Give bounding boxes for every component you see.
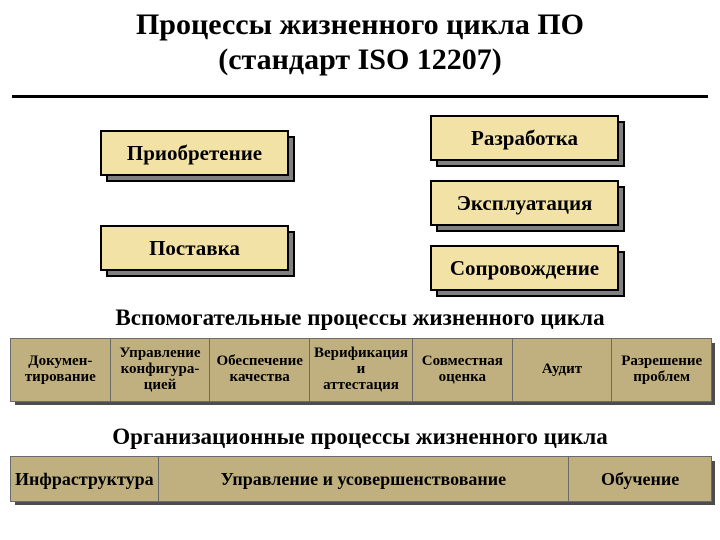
org-panel: ИнфраструктураУправление и усовершенство… — [10, 456, 712, 502]
aux-cell-3: Верификация и аттестация — [310, 339, 413, 401]
process-box-4: Сопровождение — [430, 245, 619, 291]
aux-cell-4: Совместная оценка — [413, 339, 513, 401]
slide-title: Процессы жизненного цикла ПО(стандарт IS… — [0, 8, 720, 77]
aux-panel: Докумен- тированиеУправление конфигура- … — [10, 338, 712, 402]
process-box-0: Приобретение — [100, 130, 289, 176]
aux-cell-2: Обеспечение качества — [210, 339, 310, 401]
process-box-2: Эксплуатация — [430, 180, 619, 226]
title-line1: Процессы жизненного цикла ПО — [0, 8, 720, 43]
org-cell-1: Управление и усовершенствование — [159, 457, 570, 501]
aux-cell-1: Управление конфигура- цией — [111, 339, 211, 401]
aux-header: Вспомогательные процессы жизненного цикл… — [0, 305, 720, 331]
title-underline — [12, 95, 708, 98]
org-header: Организационные процессы жизненного цикл… — [0, 424, 720, 450]
aux-cell-5: Аудит — [513, 339, 613, 401]
title-line2: (стандарт ISO 12207) — [0, 43, 720, 78]
process-box-1: Разработка — [430, 115, 619, 161]
aux-cell-6: Разрешение проблем — [612, 339, 711, 401]
org-cell-0: Инфраструктура — [11, 457, 159, 501]
org-cell-2: Обучение — [569, 457, 711, 501]
slide-canvas: Процессы жизненного цикла ПО(стандарт IS… — [0, 0, 720, 540]
process-box-3: Поставка — [100, 225, 289, 271]
aux-cell-0: Докумен- тирование — [11, 339, 111, 401]
